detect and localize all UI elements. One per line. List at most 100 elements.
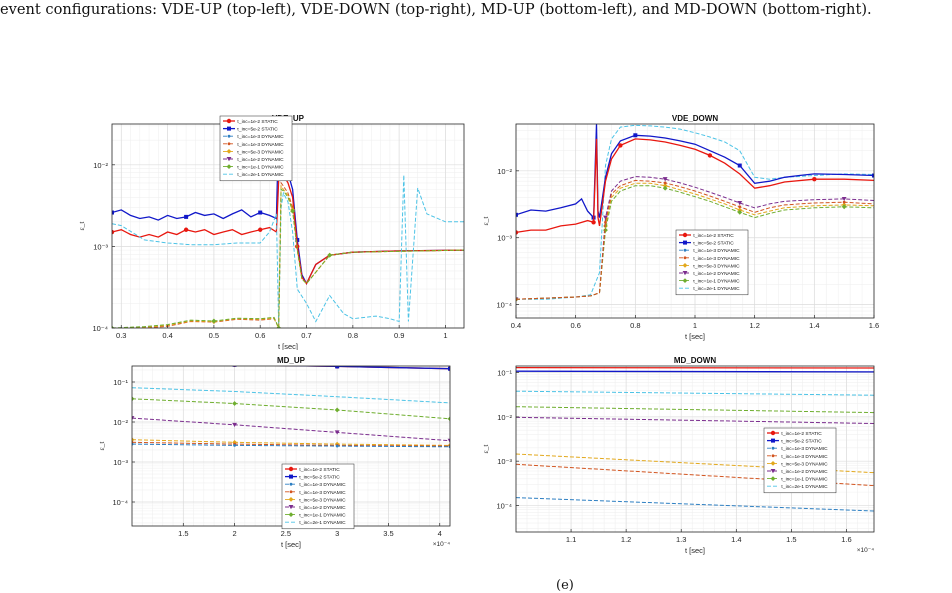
legend-marker — [772, 447, 775, 450]
x-tick-label: 1.6 — [869, 321, 879, 330]
legend-entry-label: τ_inc=1e-2 DYNAMIC — [693, 271, 740, 277]
legend-entry-label: τ_inc=1e-3 DYNAMIC — [693, 256, 740, 262]
legend-entry-label: τ_inc=5e-3 DYNAMIC — [693, 263, 740, 269]
y-tick-label: 10⁻³ — [497, 234, 512, 243]
legend-marker — [227, 127, 231, 131]
x-axis-multiplier: ×10⁻⁴ — [433, 541, 450, 548]
series-marker-d2 — [111, 328, 114, 331]
legend-marker — [771, 431, 775, 435]
series-marker-d1 — [233, 444, 236, 447]
legend-marker — [684, 249, 687, 252]
legend-entry-label: τ_inc=5e-2 STATIC — [299, 475, 340, 481]
subfigure-label: (e) — [556, 578, 574, 593]
legend-entry-label: τ_inc=1e-1 DYNAMIC — [781, 477, 828, 483]
x-tick-label: 1.6 — [841, 535, 851, 544]
x-tick-label: 3 — [335, 529, 339, 538]
legend-marker — [289, 467, 293, 471]
x-tick-label: 2 — [232, 529, 236, 538]
series-marker-s2 — [335, 364, 339, 368]
series-marker-s2 — [184, 215, 188, 219]
x-axis-label: t [sec] — [281, 540, 301, 549]
legend-box — [220, 116, 292, 181]
series-marker-s2 — [738, 164, 742, 168]
legend-entry-label: τ_inc=1e-1 DYNAMIC — [693, 279, 740, 285]
legend-entry-label: τ_inc=2e-1 DYNAMIC — [299, 520, 346, 526]
x-tick-label: 1.2 — [621, 535, 631, 544]
y-tick-label: 10⁻² — [497, 413, 512, 422]
x-tick-label: 0.4 — [511, 321, 521, 330]
y-axis-label: ε_t — [77, 221, 86, 231]
series-line-s2 — [516, 371, 874, 372]
y-tick-label: 10⁻¹ — [497, 369, 512, 378]
x-tick-label: 1.5 — [786, 535, 796, 544]
x-tick-label: 0.7 — [301, 331, 311, 340]
legend-entry-label: τ_inc=1e-2 STATIC — [781, 431, 822, 437]
legend-entry-label: τ_inc=1e-3 DYNAMIC — [299, 490, 346, 496]
x-tick-label: 0.8 — [630, 321, 640, 330]
y-tick-label: 10⁻² — [113, 418, 128, 427]
x-tick-label: 0.6 — [570, 321, 580, 330]
legend-entry-label: τ_inc=1e-3 DYNAMIC — [299, 482, 346, 488]
legend-entry-label: τ_inc=1e-2 STATIC — [237, 119, 278, 125]
y-tick-label: 10⁻¹ — [113, 378, 128, 387]
y-tick-label: 10⁻⁴ — [92, 324, 108, 333]
series-marker-s1 — [591, 220, 595, 224]
figure-caption: event configurations: VDE-UP (top-left),… — [0, 0, 940, 20]
y-tick-label: 10⁻² — [93, 161, 108, 170]
y-tick-label: 10⁻³ — [497, 457, 512, 466]
legend-entry-label: τ_inc=1e-2 STATIC — [693, 233, 734, 239]
x-axis-label: t [sec] — [685, 546, 705, 555]
legend-entry-label: τ_inc=1e-2 DYNAMIC — [237, 157, 284, 163]
legend-entry-label: τ_inc=1e-3 DYNAMIC — [781, 454, 828, 460]
legend-marker — [290, 483, 293, 486]
y-tick-label: 10⁻⁴ — [496, 301, 512, 310]
series-marker-s2 — [130, 362, 134, 366]
legend-marker — [772, 454, 775, 457]
legend-marker — [683, 233, 687, 237]
series-marker-s1 — [184, 228, 188, 232]
series-marker-d2 — [738, 205, 741, 208]
series-marker-s1 — [812, 177, 816, 181]
legend-entry-label: τ_inc=5e-2 STATIC — [693, 241, 734, 247]
legend-marker — [228, 135, 231, 138]
series-marker-d2 — [604, 221, 607, 224]
chart-title: MD_UP — [277, 356, 306, 365]
y-tick-label: 10⁻⁴ — [112, 498, 128, 507]
legend-entry-label: τ_inc=2e-1 DYNAMIC — [237, 172, 284, 178]
legend-marker — [771, 439, 775, 443]
x-tick-label: 1.4 — [731, 535, 741, 544]
legend-marker — [289, 475, 293, 479]
series-marker-d2 — [664, 181, 667, 184]
x-tick-label: 0.5 — [209, 331, 219, 340]
x-tick-label: 2.5 — [281, 529, 291, 538]
y-axis-label: ε_t — [97, 441, 106, 451]
x-tick-label: 0.9 — [394, 331, 404, 340]
x-axis-multiplier: ×10⁻⁴ — [857, 547, 874, 554]
x-tick-label: 1.5 — [178, 529, 188, 538]
legend-entry-label: τ_inc=1e-1 DYNAMIC — [299, 513, 346, 519]
legend-box — [282, 464, 354, 529]
x-tick-label: 1 — [443, 331, 447, 340]
legend-entry-label: τ_inc=5e-3 DYNAMIC — [299, 497, 346, 503]
y-tick-label: 10⁻³ — [113, 458, 128, 467]
legend-entry-label: τ_inc=1e-3 DYNAMIC — [693, 248, 740, 254]
legend-entry-label: τ_inc=1e-3 DYNAMIC — [237, 142, 284, 148]
series-marker-s2 — [258, 211, 262, 215]
series-marker-d1 — [336, 445, 339, 448]
chart-title: VDE_DOWN — [672, 114, 718, 123]
series-marker-s1 — [258, 228, 262, 232]
x-tick-label: 1.1 — [566, 535, 576, 544]
x-tick-label: 0.3 — [116, 331, 126, 340]
x-axis-label: t [sec] — [685, 332, 705, 341]
legend-entry-label: τ_inc=5e-3 DYNAMIC — [781, 461, 828, 467]
legend-marker — [228, 142, 231, 145]
legend-marker — [227, 119, 231, 123]
x-tick-label: 1.2 — [749, 321, 759, 330]
x-tick-label: 0.8 — [348, 331, 358, 340]
legend-box — [676, 230, 748, 295]
y-tick-label: 10⁻³ — [93, 242, 108, 251]
